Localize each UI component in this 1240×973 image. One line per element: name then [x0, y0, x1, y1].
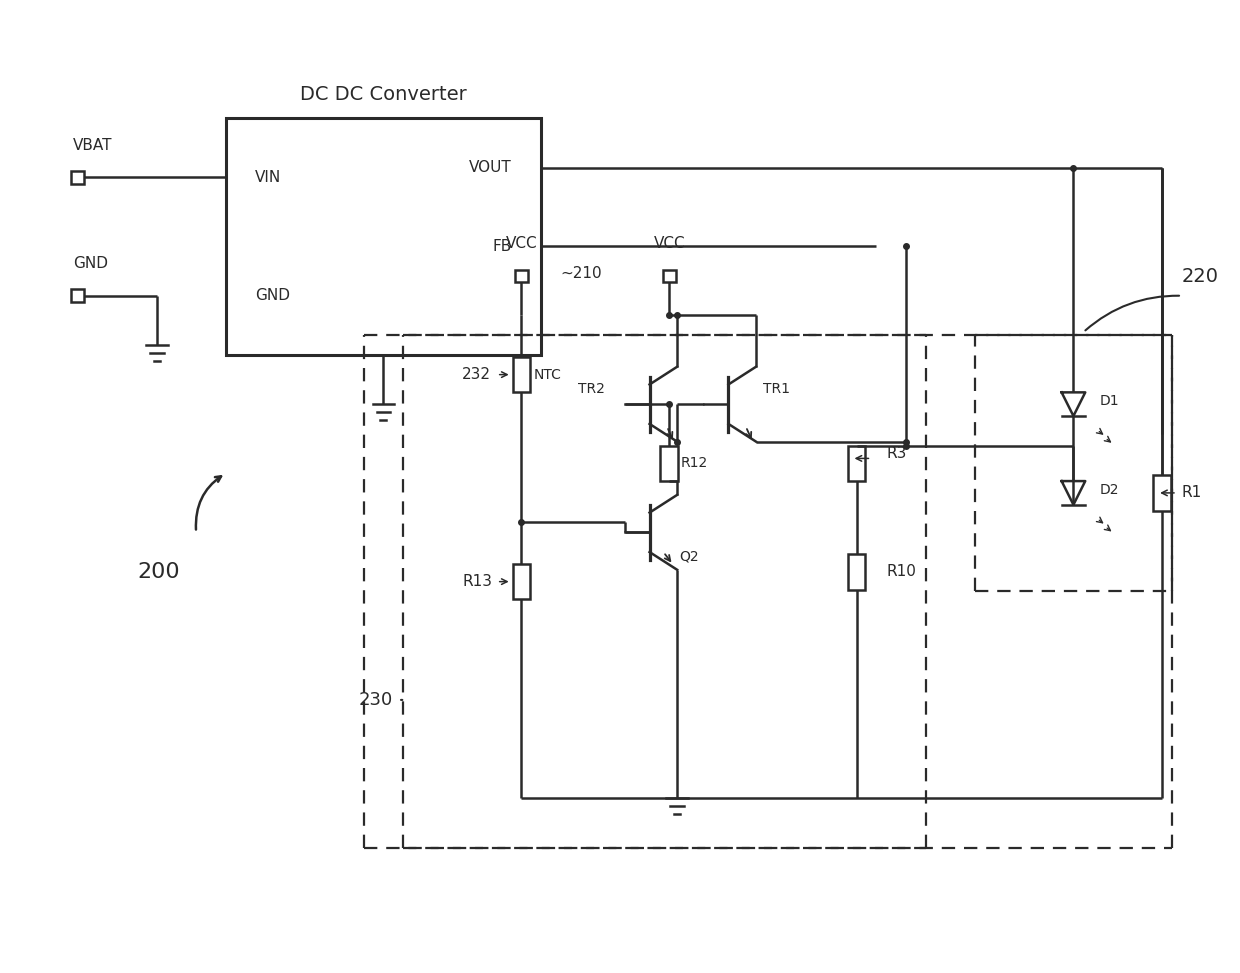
Bar — [515, 270, 528, 282]
Text: TR2: TR2 — [578, 382, 605, 396]
Text: Q2: Q2 — [680, 550, 699, 564]
Text: VOUT: VOUT — [469, 161, 512, 175]
Text: ~210: ~210 — [560, 267, 603, 281]
Text: R10: R10 — [887, 564, 916, 579]
Text: DC DC Converter: DC DC Converter — [300, 85, 466, 103]
Text: VIN: VIN — [255, 170, 281, 185]
Text: NTC: NTC — [533, 368, 562, 381]
Text: VCC: VCC — [653, 236, 684, 251]
Text: VBAT: VBAT — [73, 138, 113, 153]
Text: TR1: TR1 — [763, 382, 790, 396]
Text: VCC: VCC — [506, 236, 537, 251]
Bar — [72, 171, 84, 184]
Bar — [512, 564, 531, 599]
Text: FB: FB — [492, 239, 512, 254]
Text: R12: R12 — [681, 456, 708, 470]
Text: R3: R3 — [887, 446, 906, 461]
Bar — [848, 446, 866, 481]
Bar — [72, 289, 84, 303]
Bar — [848, 554, 866, 590]
Text: R13: R13 — [463, 574, 492, 589]
Text: 220: 220 — [1182, 267, 1219, 286]
Bar — [512, 357, 531, 392]
Text: D2: D2 — [1100, 483, 1120, 497]
Text: 230: 230 — [360, 691, 393, 709]
Text: GND: GND — [255, 288, 290, 304]
Text: 232: 232 — [463, 367, 491, 382]
Text: R1: R1 — [1182, 486, 1202, 500]
Text: GND: GND — [73, 256, 108, 271]
Text: 200: 200 — [136, 561, 180, 582]
Text: D1: D1 — [1100, 394, 1120, 409]
Bar — [226, 119, 541, 355]
Bar — [1153, 475, 1171, 511]
Bar — [663, 270, 676, 282]
Bar — [661, 446, 678, 481]
